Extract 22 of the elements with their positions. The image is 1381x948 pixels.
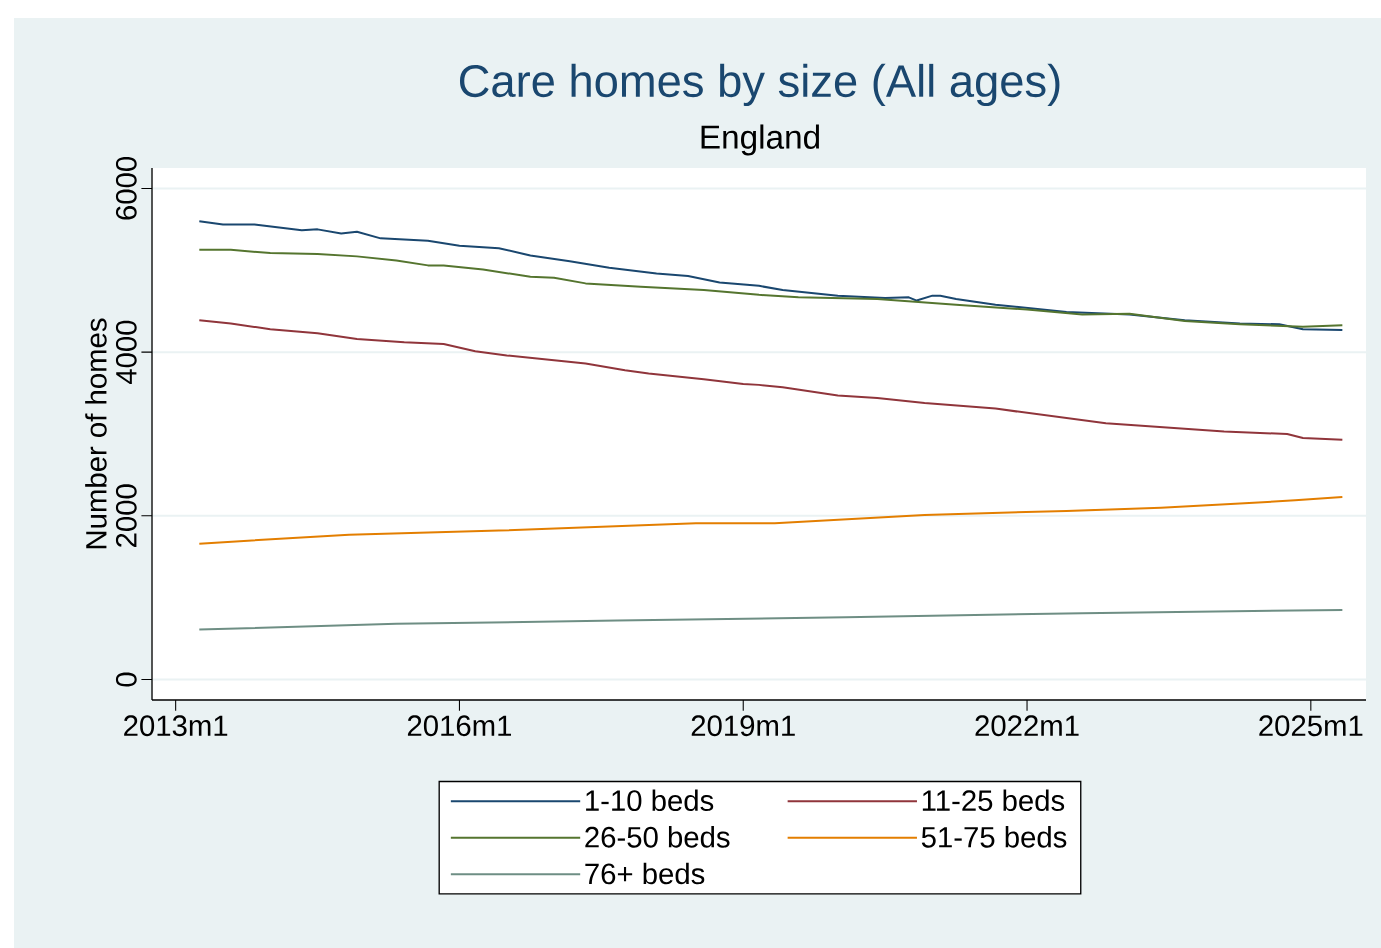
line-series: [198, 220, 1344, 332]
y-tick-label: 0: [115, 672, 137, 687]
chart-subtitle: England: [701, 124, 819, 156]
x-tick-label: 2013m1: [124, 715, 228, 737]
legend-label: 76+ beds: [585, 862, 705, 885]
y-axis-title: Number of homes: [85, 318, 107, 549]
chart-title: Care homes by size (All ages): [459, 63, 1060, 107]
y-tick-label: 6000: [115, 156, 137, 220]
y-tick-label: 4000: [115, 320, 137, 385]
line-series: [198, 319, 1344, 441]
y-tick-label: 2000: [115, 484, 137, 547]
legend-label: 26-50 beds: [585, 826, 730, 848]
x-tick-label: 2019m1: [691, 715, 795, 737]
x-tick-label: 2025m1: [1259, 715, 1363, 737]
x-tick-label: 2016m1: [407, 715, 512, 737]
x-tick-label: 2022m1: [975, 715, 1079, 737]
legend-label: 51-75 beds: [921, 826, 1067, 848]
line-series: [198, 248, 1344, 328]
line-series: [198, 608, 1344, 631]
line-series: [198, 496, 1344, 545]
legend-label: 11-25 beds: [922, 789, 1065, 812]
legend-label: 1-10 beds: [586, 789, 714, 812]
